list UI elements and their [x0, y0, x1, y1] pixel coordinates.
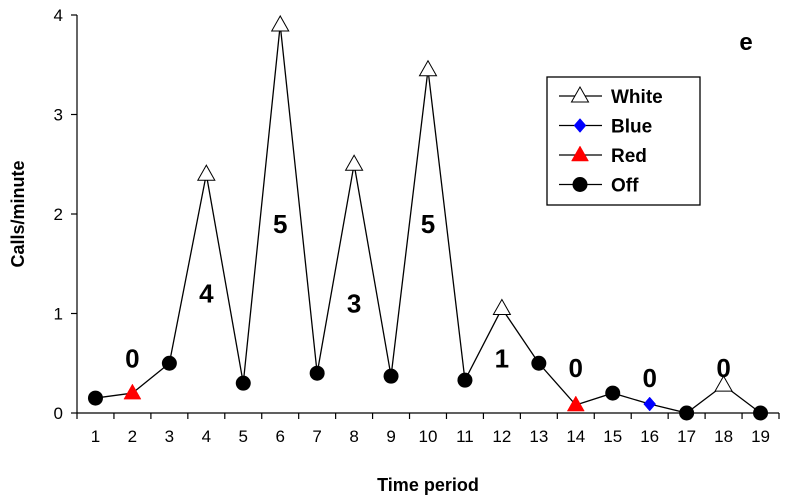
off-marker [531, 355, 547, 371]
y-tick-label: 1 [54, 305, 63, 324]
series [87, 14, 769, 421]
y-tick-label: 4 [54, 6, 63, 25]
annotations: 0 4 5 3 5 1 0 0 0 [125, 209, 731, 393]
off-marker [383, 368, 399, 384]
x-tick-label: 18 [714, 427, 733, 446]
x-tick-label: 11 [456, 427, 474, 446]
panel-label: e [739, 29, 752, 56]
red-marker [123, 383, 142, 400]
annotation-label: 5 [421, 209, 435, 239]
off-marker [572, 177, 588, 192]
white-marker [570, 85, 590, 103]
annotation-label: 0 [569, 353, 583, 383]
white-marker [418, 59, 438, 77]
x-tick-label: 6 [275, 427, 284, 446]
off-marker [605, 385, 621, 401]
legend: White Blue Red Off [546, 76, 701, 206]
x-tick-label: 19 [751, 427, 770, 446]
x-tick-label: 2 [128, 427, 137, 446]
y-tick-label: 0 [54, 404, 63, 423]
off-marker [753, 405, 769, 421]
x-tick-label: 3 [165, 427, 174, 446]
x-tick-label: 15 [603, 427, 622, 446]
x-tick-label: 1 [91, 427, 100, 446]
x-tick-label: 4 [202, 427, 211, 446]
annotation-label: 1 [495, 343, 509, 373]
annotation-label: 0 [716, 353, 730, 383]
red-marker [571, 145, 589, 162]
x-tick-label: 13 [529, 427, 548, 446]
off-marker [457, 372, 473, 388]
white-marker [196, 164, 216, 181]
annotation-label: 3 [347, 289, 361, 319]
x-tick-label: 8 [349, 427, 358, 446]
off-marker [87, 390, 103, 406]
annotation-label: 5 [273, 209, 287, 239]
x-tick-label: 9 [386, 427, 395, 446]
off-marker [679, 405, 695, 421]
off-marker [235, 375, 251, 391]
white-marker [714, 375, 733, 392]
x-axis-title: Time period [377, 475, 479, 495]
blue-marker [643, 396, 657, 412]
y-axis-title: Calls/minute [8, 160, 28, 267]
red-marker [566, 395, 585, 412]
legend-box [546, 76, 701, 206]
x-tick-label: 14 [566, 427, 585, 446]
legend-label: Off [611, 176, 639, 197]
blue-marker [573, 118, 587, 133]
x-tick-label: 12 [492, 427, 511, 446]
white-marker [270, 14, 290, 32]
annotation-label: 4 [199, 279, 214, 309]
x-tick-label: 5 [239, 427, 248, 446]
off-marker [309, 365, 325, 381]
legend-label: Red [611, 146, 647, 167]
x-tick-label: 10 [419, 427, 438, 446]
y-tick-label: 3 [54, 106, 63, 125]
white-marker [344, 154, 364, 171]
legend-label: White [611, 87, 663, 108]
x-tick-label: 17 [677, 427, 696, 446]
x-tick-label: 7 [312, 427, 321, 446]
y-tick-label: 2 [54, 205, 63, 224]
legend-label: Blue [611, 117, 652, 138]
white-marker [492, 298, 512, 316]
annotation-label: 0 [125, 343, 139, 373]
annotation-label: 0 [642, 363, 656, 393]
x-tick-label: 16 [640, 427, 659, 446]
off-marker [161, 355, 177, 371]
